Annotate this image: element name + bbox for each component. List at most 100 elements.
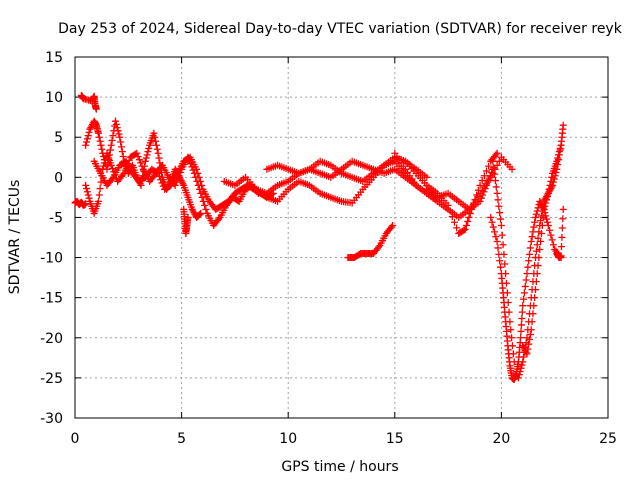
data-point-fill: [172, 178, 180, 186]
data-point-fill: [460, 226, 468, 234]
data-point-fill: [484, 178, 492, 186]
y-tick-label: -10: [40, 251, 63, 267]
data-point: [532, 213, 540, 221]
data-point-fill: [100, 159, 108, 167]
data-point: [489, 157, 497, 165]
data-point: [476, 181, 484, 189]
x-tick-label: 10: [279, 431, 297, 447]
data-point: [527, 238, 535, 246]
data-point-fill: [518, 308, 526, 316]
data-point-fill: [548, 173, 556, 181]
data-point-fill: [195, 173, 203, 181]
data-point-fill: [505, 308, 513, 316]
data-point: [184, 213, 192, 221]
y-tick-label: 10: [45, 90, 63, 106]
data-point-fill: [495, 202, 503, 210]
y-tick-label: -15: [40, 291, 63, 307]
data-point-fill: [515, 371, 523, 379]
data-point-fill: [137, 159, 145, 167]
x-tick-label: 15: [386, 431, 404, 447]
data-point-fill: [114, 127, 122, 135]
y-tick-label: -5: [49, 210, 63, 226]
data-point-fill: [525, 340, 533, 348]
data-point-fill: [194, 169, 202, 177]
x-tick-label: 0: [71, 431, 80, 447]
data-point: [99, 165, 107, 173]
data-point: [553, 157, 561, 165]
data-point-fill: [547, 231, 555, 239]
data-point-fill: [109, 165, 117, 173]
data-point: [92, 105, 100, 113]
data-point-fill: [520, 289, 528, 297]
data-point-fill: [144, 148, 152, 156]
data-point-fill: [138, 162, 146, 170]
data-point: [476, 197, 484, 205]
data-point: [197, 209, 205, 217]
data-point-fill: [495, 157, 503, 165]
data-point: [557, 252, 565, 260]
data-point-fill: [478, 177, 486, 185]
data-point-fill: [464, 217, 472, 225]
data-point-fill: [545, 185, 553, 193]
data-point-fill: [555, 148, 563, 156]
data-point-fill: [546, 226, 554, 234]
data-point-fill: [542, 199, 550, 207]
data-point-fill: [155, 173, 163, 181]
data-point-fill: [485, 162, 493, 170]
data-point-fill: [547, 177, 555, 185]
x-axis-label: GPS time / hours: [281, 459, 398, 475]
data-point-fill: [118, 148, 126, 156]
data-point-fill: [446, 207, 454, 215]
data-point-fill: [492, 233, 500, 241]
data-point-fill: [497, 215, 505, 223]
data-point-fill: [477, 194, 485, 202]
y-tick-label: -20: [40, 331, 63, 347]
data-point-fill: [556, 144, 564, 152]
data-point-fill: [480, 172, 488, 180]
data-point: [493, 149, 501, 157]
data-point-fill: [549, 241, 557, 249]
data-point-fill: [153, 145, 161, 153]
data-point-fill: [486, 172, 494, 180]
data-point: [544, 189, 552, 197]
data-point: [120, 169, 128, 177]
data-point-fill: [479, 191, 487, 199]
data-point: [482, 181, 490, 189]
data-point-fill: [500, 250, 508, 258]
data-point-fill: [158, 179, 166, 187]
y-axis-label: SDTVAR / TECUs: [7, 180, 23, 295]
data-point-fill: [109, 132, 117, 140]
data-point: [540, 205, 548, 213]
data-point-fill: [558, 243, 566, 251]
data-point-fill: [482, 167, 490, 175]
data-point-fill: [528, 318, 536, 326]
data-point-fill: [115, 130, 123, 138]
data-point-fill: [555, 151, 563, 159]
data-point-fill: [450, 218, 458, 226]
data-point-fill: [196, 177, 204, 185]
data-point: [517, 334, 525, 342]
data-point-fill: [387, 223, 395, 231]
data-point-fill: [471, 196, 479, 204]
data-point: [523, 270, 531, 278]
data-point-fill: [491, 177, 499, 185]
data-point-fill: [100, 162, 108, 170]
x-tick-label: 20: [492, 431, 510, 447]
data-point-fill: [108, 136, 116, 144]
chart-title: Day 253 of 2024, Sidereal Day-to-day VTE…: [58, 21, 623, 37]
data-point: [519, 358, 527, 366]
y-tick-label: -30: [40, 411, 63, 427]
data-point: [82, 181, 90, 189]
data-point: [94, 197, 102, 205]
data-point-fill: [496, 209, 504, 217]
y-tick-label: -25: [40, 371, 63, 387]
plot-frame: [74, 56, 609, 419]
data-point-fill: [554, 154, 562, 162]
data-point: [493, 238, 501, 246]
data-point-fill: [530, 223, 538, 231]
data-point: [557, 141, 565, 149]
y-tick-labels: 15 10 5 0 -5 -10 -15 -20 -25 -30: [40, 50, 63, 427]
data-point-fill: [546, 181, 554, 189]
x-tick-label: 25: [599, 431, 617, 447]
data-point-fill: [375, 243, 383, 251]
